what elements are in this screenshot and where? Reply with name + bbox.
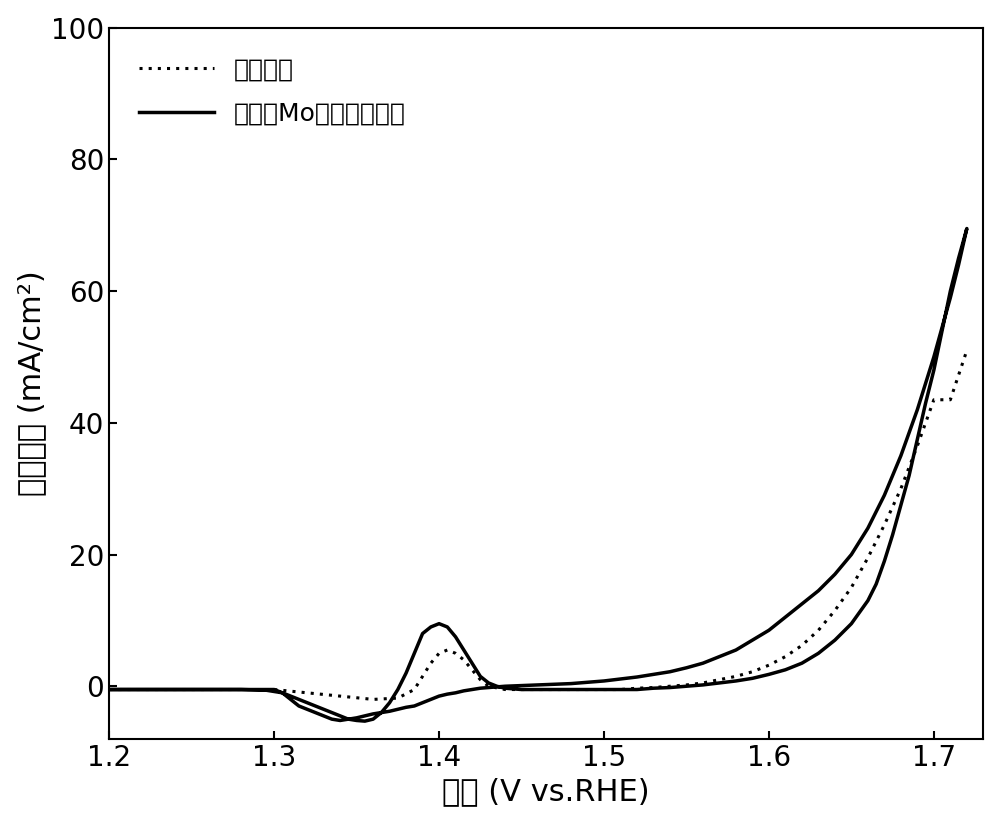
氢氧化镍 xyxy=(565,685,577,695)
氢氧化镍 xyxy=(466,665,478,675)
氢氧化镍 xyxy=(169,685,181,695)
氢氧化镍 xyxy=(961,346,973,356)
自重构Mo掺杂氢氧化镍 xyxy=(549,679,561,689)
氢氧化镍 xyxy=(911,441,923,451)
氢氧化镍 xyxy=(631,683,643,693)
自重构Mo掺杂氢氧化镍 xyxy=(103,685,115,695)
X-axis label: 电位 (V vs.RHE): 电位 (V vs.RHE) xyxy=(442,778,650,807)
氢氧化镍 xyxy=(408,685,420,695)
氢氧化镍 xyxy=(392,693,404,703)
氢氧化镍 xyxy=(812,625,824,635)
氢氧化镍 xyxy=(796,640,808,650)
氢氧化镍 xyxy=(483,681,495,691)
氢氧化镍 xyxy=(862,553,874,563)
氢氧化镍 xyxy=(458,655,470,665)
氢氧化镍 xyxy=(433,649,445,658)
氢氧化镍 xyxy=(730,672,742,681)
氢氧化镍 xyxy=(680,680,692,690)
氢氧化镍 xyxy=(598,685,610,695)
氢氧化镍 xyxy=(499,685,511,695)
氢氧化镍 xyxy=(136,685,148,695)
氢氧化镍 xyxy=(235,685,247,695)
氢氧化镍 xyxy=(582,685,594,695)
氢氧化镍 xyxy=(845,583,857,593)
自重构Mo掺杂氢氧化镍 xyxy=(136,685,148,695)
自重构Mo掺杂氢氧化镍 xyxy=(375,708,387,718)
自重构Mo掺杂氢氧化镍 xyxy=(845,619,857,629)
氢氧化镍 xyxy=(647,682,659,692)
氢氧化镍 xyxy=(944,395,956,405)
氢氧化镍 xyxy=(103,685,115,695)
氢氧化镍 xyxy=(417,672,429,681)
氢氧化镍 xyxy=(829,606,841,616)
自重构Mo掺杂氢氧化镍 xyxy=(359,716,371,726)
氢氧化镍 xyxy=(516,685,528,695)
自重构Mo掺杂氢氧化镍 xyxy=(961,224,973,234)
Line: 自重构Mo掺杂氢氧化镍: 自重构Mo掺杂氢氧化镍 xyxy=(109,229,967,721)
氢氧化镍 xyxy=(202,685,214,695)
氢氧化镍 xyxy=(549,685,561,695)
氢氧化镍 xyxy=(697,678,709,688)
氢氧化镍 xyxy=(878,520,890,530)
氢氧化镍 xyxy=(532,685,544,695)
氢氧化镍 xyxy=(441,645,453,655)
氢氧化镍 xyxy=(301,688,313,698)
Y-axis label: 电流密度 (mA/cm²): 电流密度 (mA/cm²) xyxy=(17,271,46,496)
氢氧化镍 xyxy=(425,658,437,668)
自重构Mo掺杂氢氧化镍 xyxy=(779,665,791,675)
氢氧化镍 xyxy=(763,660,775,670)
氢氧化镍 xyxy=(367,695,379,704)
氢氧化镍 xyxy=(895,484,907,494)
氢氧化镍 xyxy=(928,395,940,405)
氢氧化镍 xyxy=(450,649,462,658)
氢氧化镍 xyxy=(713,675,725,685)
氢氧化镍 xyxy=(334,691,346,701)
氢氧化镍 xyxy=(746,667,758,677)
氢氧化镍 xyxy=(614,685,626,695)
自重构Mo掺杂氢氧化镍 xyxy=(103,685,115,695)
Legend: 氢氧化镍, 自重构Mo掺杂氢氧化镍: 氢氧化镍, 自重构Mo掺杂氢氧化镍 xyxy=(129,48,416,136)
Line: 氢氧化镍: 氢氧化镍 xyxy=(109,351,967,700)
氢氧化镍 xyxy=(779,652,791,662)
氢氧化镍 xyxy=(268,685,280,695)
氢氧化镍 xyxy=(474,675,486,685)
自重构Mo掺杂氢氧化镍 xyxy=(862,523,874,533)
氢氧化镍 xyxy=(664,681,676,691)
